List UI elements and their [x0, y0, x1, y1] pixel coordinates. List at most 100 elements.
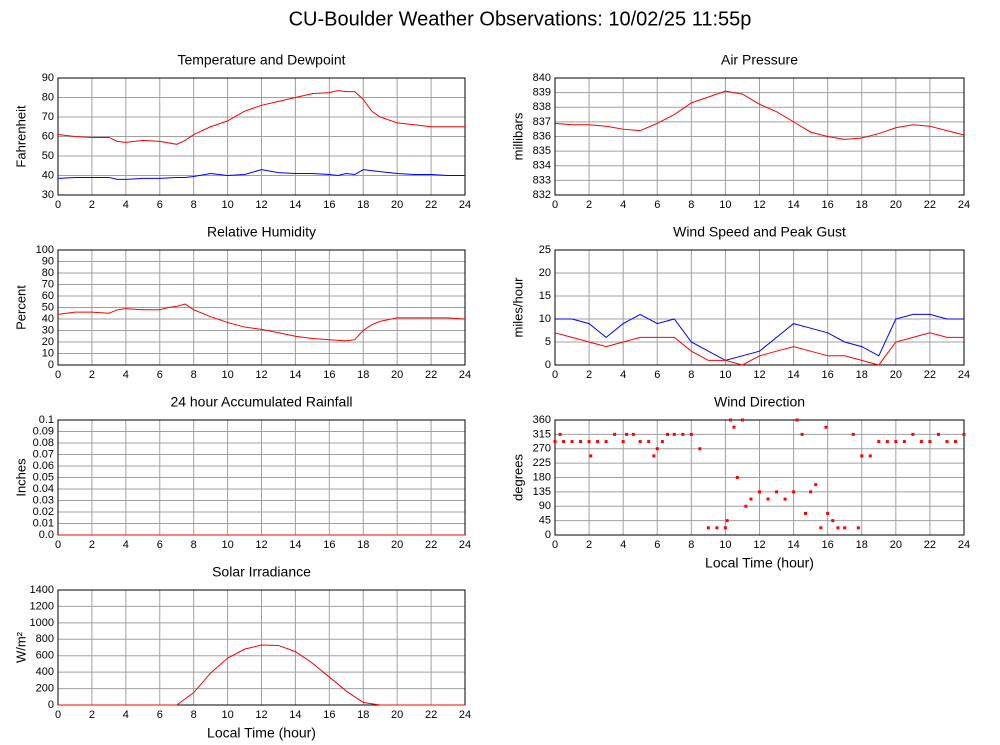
y-tick-label: 30: [42, 189, 54, 201]
x-axis-label: Local Time (hour): [207, 725, 316, 741]
x-tick-label: 18: [856, 369, 868, 381]
x-tick-label: 2: [89, 539, 95, 551]
x-tick-label: 10: [719, 539, 731, 551]
chart-title: Wind Direction: [714, 394, 805, 410]
data-point: [570, 440, 574, 444]
chart-title: Temperature and Dewpoint: [177, 52, 345, 68]
x-tick-label: 6: [157, 199, 163, 211]
data-point: [804, 511, 808, 515]
y-tick-label: 360: [533, 414, 551, 426]
x-tick-label: 16: [323, 539, 335, 551]
x-tick-label: 6: [157, 539, 163, 551]
y-tick-label: 0.07: [33, 448, 54, 460]
y-tick-label: 1400: [30, 584, 54, 596]
data-point: [749, 497, 753, 501]
x-tick-label: 24: [958, 369, 970, 381]
data-point: [706, 526, 710, 530]
y-tick-label: 840: [533, 72, 551, 84]
x-tick-label: 12: [255, 709, 267, 721]
y-tick-label: 0.06: [33, 460, 54, 472]
y-tick-label: 180: [533, 471, 551, 483]
y-tick-label: 40: [42, 169, 54, 181]
x-tick-label: 22: [924, 539, 936, 551]
y-tick-label: 90: [42, 255, 54, 267]
y-axis-label: Fahrenheit: [13, 105, 28, 168]
data-point: [851, 432, 855, 436]
y-tick-label: 100: [36, 244, 54, 256]
y-tick-label: 837: [533, 116, 551, 128]
page-title: CU-Boulder Weather Observations: 10/02/2…: [289, 8, 752, 30]
data-point: [732, 425, 736, 429]
data-point: [652, 454, 656, 458]
y-tick-label: 838: [533, 101, 551, 113]
data-point: [860, 454, 864, 458]
data-point: [744, 504, 748, 508]
y-tick-label: 20: [42, 336, 54, 348]
x-tick-label: 0: [55, 709, 61, 721]
y-tick-label: 0.04: [33, 483, 54, 495]
data-point: [596, 440, 600, 444]
x-tick-label: 22: [924, 369, 936, 381]
x-tick-label: 18: [856, 199, 868, 211]
plot-frame: [554, 419, 965, 536]
x-tick-label: 14: [289, 369, 301, 381]
data-point: [625, 432, 629, 436]
x-tick-label: 4: [123, 539, 129, 551]
chart-title: Solar Irradiance: [212, 564, 311, 580]
x-tick-label: 18: [856, 539, 868, 551]
x-tick-label: 4: [123, 199, 129, 211]
x-tick-label: 18: [357, 369, 369, 381]
x-tick-label: 20: [391, 369, 403, 381]
data-point: [655, 447, 659, 451]
x-tick-label: 20: [890, 369, 902, 381]
data-point: [587, 440, 591, 444]
y-tick-label: 90: [539, 500, 551, 512]
chart-title: 24 hour Accumulated Rainfall: [170, 394, 352, 410]
y-tick-label: 270: [533, 443, 551, 455]
data-point: [885, 440, 889, 444]
x-tick-label: 0: [552, 199, 558, 211]
y-tick-label: 0: [545, 529, 551, 541]
x-tick-label: 8: [688, 539, 694, 551]
x-tick-label: 22: [425, 369, 437, 381]
y-tick-label: 200: [36, 682, 54, 694]
y-tick-label: 800: [36, 633, 54, 645]
x-tick-label: 20: [890, 199, 902, 211]
data-point: [919, 440, 923, 444]
data-point: [681, 432, 685, 436]
x-tick-label: 16: [323, 369, 335, 381]
data-point: [936, 432, 940, 436]
data-point: [877, 440, 881, 444]
chart-title: Relative Humidity: [207, 224, 316, 240]
data-point: [723, 526, 727, 530]
y-tick-label: 0.0: [39, 529, 54, 541]
x-tick-label: 14: [289, 539, 301, 551]
y-tick-label: 5: [545, 336, 551, 348]
data-point: [725, 519, 729, 523]
data-point: [689, 432, 693, 436]
plot-frame: [554, 249, 965, 366]
y-tick-label: 50: [42, 150, 54, 162]
data-point: [809, 490, 813, 494]
x-tick-label: 8: [688, 369, 694, 381]
x-tick-label: 16: [323, 199, 335, 211]
data-point: [740, 418, 744, 422]
x-tick-label: 8: [191, 369, 197, 381]
x-tick-label: 12: [753, 539, 765, 551]
x-tick-label: 16: [822, 539, 834, 551]
x-tick-label: 18: [357, 709, 369, 721]
x-tick-label: 24: [459, 709, 471, 721]
y-tick-label: 839: [533, 87, 551, 99]
data-point: [766, 497, 770, 501]
y-tick-label: 30: [42, 324, 54, 336]
y-tick-label: 1000: [30, 617, 54, 629]
y-tick-label: 90: [42, 72, 54, 84]
data-line: [554, 332, 964, 366]
y-axis-label: W/m²: [13, 631, 28, 663]
x-tick-label: 18: [357, 539, 369, 551]
x-tick-label: 0: [552, 539, 558, 551]
plot-frame: [57, 589, 466, 706]
data-point: [589, 454, 593, 458]
x-tick-label: 12: [753, 199, 765, 211]
chart-title: Air Pressure: [721, 52, 798, 68]
